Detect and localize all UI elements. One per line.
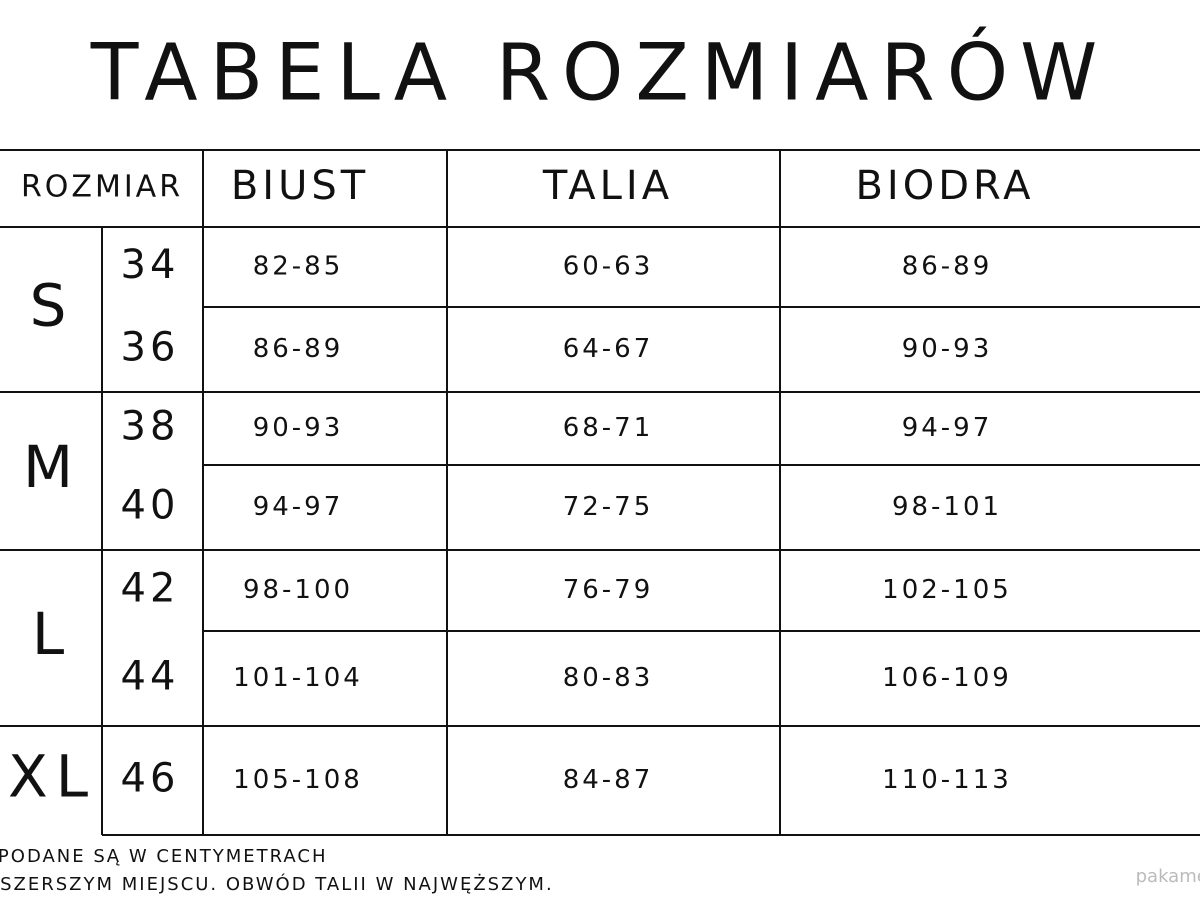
measure-cell: 68-71	[563, 413, 654, 443]
measure-cell: 86-89	[902, 252, 993, 282]
size-number: 46	[121, 756, 180, 802]
size-number: 44	[121, 654, 180, 700]
size-group: S	[30, 272, 75, 340]
size-number: 42	[121, 566, 180, 612]
measure-cell: 90-93	[253, 413, 344, 443]
measure-cell: 60-63	[563, 252, 654, 282]
measure-cell: 90-93	[902, 334, 993, 364]
measure-cell: 102-105	[882, 575, 1012, 605]
note: *OBWÓD BIUSTU I BIODER MIERZYMY W NAJSZE…	[0, 873, 554, 895]
measure-cell: 82-85	[253, 252, 344, 282]
grid	[0, 149, 1200, 836]
measure-cell: 64-67	[563, 334, 654, 364]
measure-cell: 94-97	[253, 492, 344, 522]
size-number: 40	[121, 483, 180, 529]
size-group: L	[32, 600, 72, 668]
note: * WARTOŚCI W TABELI PODANE SĄ W CENTYMET…	[0, 845, 328, 867]
measure-cell: 98-101	[892, 492, 1002, 522]
header-cell: ROZMIAR	[21, 170, 183, 205]
measure-cell: 86-89	[253, 334, 344, 364]
header-cell: BIODRA	[855, 163, 1034, 209]
size-number: 34	[121, 242, 180, 288]
measure-cell: 106-109	[882, 663, 1012, 693]
measure-cell: 80-83	[563, 663, 654, 693]
header-cell: BIUST	[231, 163, 369, 209]
measure-cell: 84-87	[563, 765, 654, 795]
title: TABELA ROZMIARÓW	[90, 26, 1110, 118]
header-cell: TALIA	[542, 163, 673, 209]
size-group: XL	[8, 743, 96, 811]
measure-cell: 110-113	[882, 765, 1012, 795]
measure-cell: 101-104	[233, 663, 363, 693]
size-group: M	[23, 433, 81, 501]
measure-cell: 98-100	[243, 575, 353, 605]
measure-cell: 72-75	[563, 492, 654, 522]
size-number: 38	[121, 404, 180, 450]
measure-cell: 76-79	[563, 575, 654, 605]
measure-cell: 94-97	[902, 413, 993, 443]
measure-cell: 105-108	[233, 765, 363, 795]
watermark: pakamera.pl	[1136, 866, 1200, 887]
size-number: 36	[121, 325, 180, 371]
